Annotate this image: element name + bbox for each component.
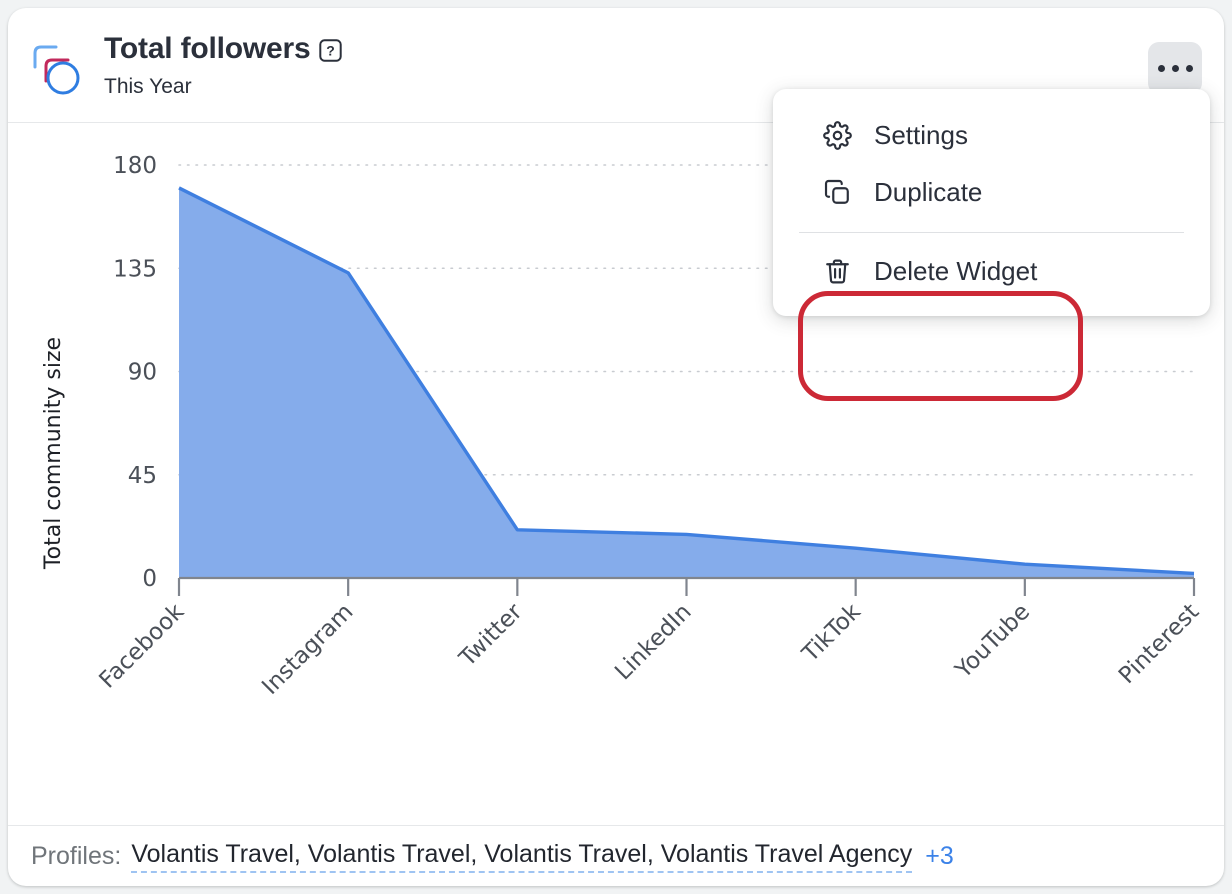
x-tick-label: Pinterest xyxy=(1114,599,1204,689)
kebab-dot-1 xyxy=(1157,64,1165,72)
copy-icon xyxy=(823,178,852,207)
area-series-fill xyxy=(179,187,1194,578)
menu-item-settings-label: Settings xyxy=(874,120,968,150)
y-tick-label: 135 xyxy=(113,256,157,282)
more-options-icon[interactable] xyxy=(1148,42,1202,94)
widget-options-menu: Settings Duplicate Delete Widg xyxy=(773,89,1210,316)
page-title: Total followers xyxy=(104,32,311,65)
widget-subtitle: This Year xyxy=(104,75,192,98)
menu-item-settings[interactable]: Settings xyxy=(773,107,1210,164)
menu-divider xyxy=(799,232,1184,233)
area-chart: Total community size 0 45 90 135 180 Faceboo… xyxy=(41,153,1204,700)
widget-header: Total followers ? This Year xyxy=(8,8,1224,123)
profiles-more-count[interactable]: +3 xyxy=(925,841,954,870)
y-axis-label: Total community size xyxy=(41,337,66,570)
title-block: Total followers ? This Year xyxy=(104,28,343,99)
menu-item-duplicate[interactable]: Duplicate xyxy=(773,164,1210,221)
x-tick-label: Instagram xyxy=(257,599,358,700)
x-axis-ticks xyxy=(177,578,1196,596)
menu-item-delete-widget-label: Delete Widget xyxy=(874,256,1038,286)
svg-text:?: ? xyxy=(327,43,336,59)
chart-area: Total community size 0 45 90 135 180 Faceboo… xyxy=(8,123,1224,825)
x-tick-label: YouTube xyxy=(950,599,1035,684)
overlapping-shapes-logo-icon xyxy=(31,44,89,98)
profiles-label: Profiles: xyxy=(31,841,122,870)
y-axis-tick-labels: 0 45 90 135 180 xyxy=(113,153,157,592)
question-mark-icon[interactable]: ? xyxy=(319,36,343,62)
kebab-dot-3 xyxy=(1185,64,1193,72)
y-tick-label: 90 xyxy=(128,360,157,386)
x-tick-label: TikTok xyxy=(797,598,866,667)
widget-card: Total followers ? This Year xyxy=(8,8,1224,886)
x-tick-label: LinkedIn xyxy=(610,599,697,686)
title-row: Total followers ? xyxy=(104,28,343,70)
y-tick-label: 180 xyxy=(113,153,157,179)
gear-icon xyxy=(823,121,852,150)
menu-item-delete-widget[interactable]: Delete Widget xyxy=(773,243,1210,300)
profiles-names[interactable]: Volantis Travel, Volantis Travel, Volant… xyxy=(131,840,913,873)
profiles-footer: Profiles: Volantis Travel, Volantis Trav… xyxy=(8,825,1224,886)
trash-icon xyxy=(823,257,852,286)
menu-item-duplicate-label: Duplicate xyxy=(874,177,983,207)
x-tick-label: Twitter xyxy=(454,598,528,672)
y-tick-label: 0 xyxy=(142,566,157,592)
x-axis-tick-labels: Facebook Instagram Twitter LinkedIn TikTok Yo… xyxy=(94,598,1204,700)
y-tick-label: 45 xyxy=(128,463,157,489)
kebab-dot-2 xyxy=(1171,64,1179,72)
area-series-line xyxy=(178,186,1195,576)
x-tick-label: Facebook xyxy=(94,598,189,693)
